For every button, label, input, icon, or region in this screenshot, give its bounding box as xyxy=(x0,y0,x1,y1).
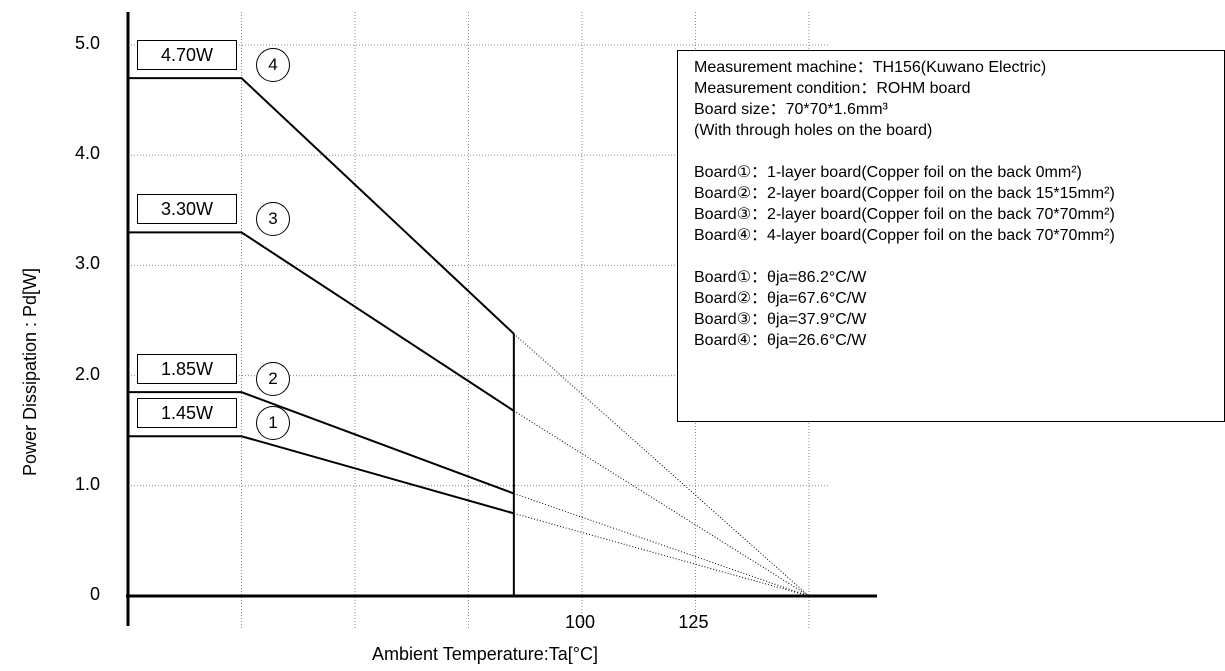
series-number-circle-2: 2 xyxy=(256,362,290,397)
y-tick-label: 5.0 xyxy=(74,33,100,54)
series-number-circle-1: 1 xyxy=(256,406,290,441)
info-line: Measurement machine：TH156(Kuwano Electri… xyxy=(694,59,1047,76)
info-line: (With through holes on the board) xyxy=(694,122,933,139)
x-tick-label: 125 xyxy=(678,612,709,632)
series-line-3 xyxy=(128,231,515,412)
series-value-label-1: 1.45W xyxy=(137,398,237,429)
extrapolation-line-2 xyxy=(513,493,810,597)
series-value-label-2: 1.85W xyxy=(137,354,237,385)
series-value-label-4: 4.70W xyxy=(137,40,237,71)
info-line: Board③：θja=37.9°C/W xyxy=(694,311,867,328)
info-line: Board②：θja=67.6°C/W xyxy=(694,290,867,307)
extrapolation-line-1 xyxy=(513,512,810,597)
series-line-4 xyxy=(128,77,515,335)
series-number-circle-3: 3 xyxy=(256,202,290,237)
info-line: Measurement condition：ROHM board xyxy=(694,80,971,97)
extrapolation-line-3 xyxy=(513,410,810,597)
y-tick-label: 0 xyxy=(89,584,100,604)
axes xyxy=(126,12,877,626)
info-line: Board②：2-layer board(Copper foil on the … xyxy=(694,185,1115,202)
y-tick-label: 2.0 xyxy=(74,363,100,384)
info-line: Board①：θja=86.2°C/W xyxy=(694,269,867,286)
info-line: Board size：70*70*1.6mm³ xyxy=(694,101,888,118)
info-line: Board①：1-layer board(Copper foil on the … xyxy=(694,164,1082,181)
info-spacer xyxy=(694,141,1224,162)
info-line: Board④：θja=26.6°C/W xyxy=(694,332,867,349)
series-number-circle-4: 4 xyxy=(256,48,290,83)
series-line-2 xyxy=(128,391,515,495)
y-tick-label: 4.0 xyxy=(74,143,100,164)
series-value-label-3: 3.30W xyxy=(137,194,237,225)
y-axis-title: Power Dissipation : Pd[W] xyxy=(20,267,40,477)
info-line: Board③：2-layer board(Copper foil on the … xyxy=(694,206,1115,223)
x-axis-title: Ambient Temperature:Ta[°C] xyxy=(372,644,598,664)
x-tick-label: 100 xyxy=(564,612,595,632)
info-line: Board④：4-layer board(Copper foil on the … xyxy=(694,227,1115,244)
y-tick-label: 1.0 xyxy=(74,473,100,494)
y-tick-label: 3.0 xyxy=(74,253,100,274)
measurement-info-box: Measurement machine：TH156(Kuwano Electri… xyxy=(677,50,1225,422)
series-line-1 xyxy=(128,435,515,515)
series-lines xyxy=(128,77,810,597)
info-spacer xyxy=(694,246,1224,267)
